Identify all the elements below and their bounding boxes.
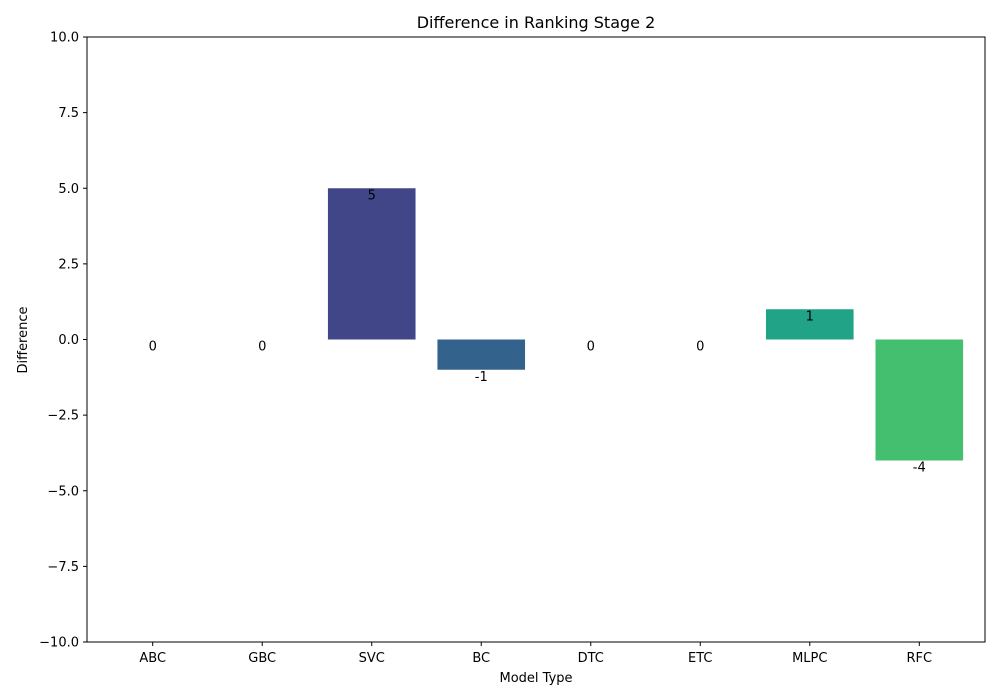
x-tick-label-rfc: RFC [906,651,932,666]
data-label-abc: 0 [149,340,157,355]
x-tick-label-mlpc: MLPC [792,651,827,666]
y-axis-title: Difference [16,306,31,373]
x-tick-label-svc: SVC [359,651,385,666]
y-tick-label: −7.5 [47,560,79,575]
data-label-bc: -1 [475,370,488,385]
data-label-etc: 0 [696,340,704,355]
y-tick-label: 7.5 [58,106,79,121]
x-tick-label-etc: ETC [688,651,712,666]
x-axis: ABC GBC SVC BC DTC ETC MLPC RFC [139,642,932,666]
y-tick-label: −10.0 [39,636,79,651]
y-tick-label: 2.5 [58,257,79,272]
x-axis-title: Model Type [499,671,572,686]
y-tick-label: −5.0 [47,484,79,499]
y-tick-label: 0.0 [58,333,79,348]
x-tick-label-gbc: GBC [248,651,276,666]
bars-group [327,188,964,461]
y-tick-label: 10.0 [50,31,79,46]
data-label-svc: 5 [368,188,376,203]
bar-svc [327,188,416,340]
data-labels-group: 0 0 5 -1 0 0 1 -4 [149,188,926,475]
bar-rfc [875,339,964,461]
data-label-mlpc: 1 [806,309,814,324]
data-label-rfc: -4 [913,461,926,476]
data-label-dtc: 0 [587,340,595,355]
bar-mlpc [765,309,854,340]
y-axis: −10.0 −7.5 −5.0 −2.5 0.0 2.5 5.0 7.5 10.0 [39,31,87,651]
chart-title: Difference in Ranking Stage 2 [417,13,656,32]
y-tick-label: −2.5 [47,409,79,424]
x-tick-label-abc: ABC [139,651,166,666]
y-tick-label: 5.0 [58,182,79,197]
data-label-gbc: 0 [258,340,266,355]
x-tick-label-bc: BC [472,651,490,666]
x-tick-label-dtc: DTC [578,651,604,666]
bar-bc [437,339,526,370]
